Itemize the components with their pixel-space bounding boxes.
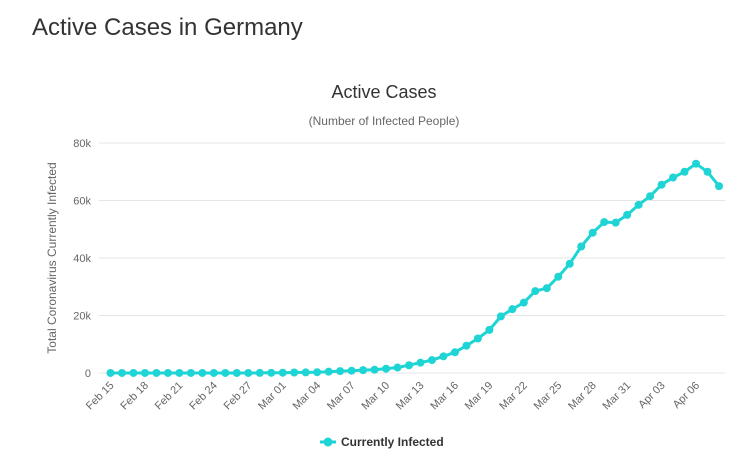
data-point[interactable] [267,368,276,377]
grid-lines [99,142,725,374]
data-point[interactable] [140,368,149,377]
data-point[interactable] [657,180,666,189]
y-tick-label: 60k [73,196,91,208]
x-tick-label: Mar 01 [256,380,289,413]
data-point[interactable] [508,305,517,314]
data-point[interactable] [634,200,643,209]
x-tick-label: Apr 06 [671,380,702,411]
data-point[interactable] [313,368,322,377]
x-tick-label: Feb 21 [153,380,186,413]
data-point[interactable] [485,325,494,334]
data-point[interactable] [255,368,264,377]
data-point[interactable] [278,368,287,377]
y-axis-title: Total Coronavirus Currently Infected [45,162,59,353]
data-point[interactable] [347,366,356,375]
data-point[interactable] [519,298,528,307]
x-tick-label: Feb 15 [84,380,117,413]
data-point[interactable] [600,218,609,227]
data-point[interactable] [186,368,195,377]
data-point[interactable] [669,173,678,182]
data-point[interactable] [623,210,632,219]
data-point[interactable] [301,368,310,377]
x-axis-ticks: Feb 15 Feb 18 Feb 21 Feb 24 Feb 27 Mar 01 Mar … [84,380,702,413]
series-line [109,162,721,375]
y-tick-label: 20k [73,311,91,323]
y-tick-label: 0 [85,368,91,380]
data-point[interactable] [462,341,471,350]
data-point[interactable] [554,272,563,281]
data-point[interactable] [152,368,161,377]
data-point[interactable] [106,368,115,377]
x-tick-label: Mar 16 [428,380,461,413]
x-tick-label: Feb 18 [118,380,151,413]
data-point[interactable] [370,365,379,374]
x-tick-label: Mar 04 [291,380,324,413]
data-point[interactable] [450,348,459,357]
y-tick-label: 80k [73,138,91,150]
data-point[interactable] [324,367,333,376]
data-point[interactable] [221,368,230,377]
data-point[interactable] [427,356,436,365]
data-point[interactable] [680,167,689,176]
legend[interactable]: Currently Infected [320,435,444,449]
data-point[interactable] [588,228,597,237]
data-point[interactable] [531,287,540,296]
data-point[interactable] [577,242,586,251]
data-point[interactable] [336,367,345,376]
data-point[interactable] [198,368,207,377]
chart-subtitle: (Number of Infected People) [309,114,460,128]
data-point[interactable] [117,368,126,377]
x-tick-label: Apr 03 [636,380,667,411]
y-tick-label: 40k [73,253,91,265]
data-point[interactable] [244,368,253,377]
page-title: Active Cases in Germany [32,14,303,41]
x-tick-label: Mar 13 [394,380,427,413]
data-point[interactable] [232,368,241,377]
data-point[interactable] [473,334,482,343]
data-point[interactable] [611,218,620,227]
data-point[interactable] [692,159,701,168]
legend-label-currently-infected: Currently Infected [341,435,444,449]
data-point[interactable] [405,361,414,370]
data-point[interactable] [175,368,184,377]
data-point[interactable] [715,182,723,191]
x-tick-label: Mar 25 [532,380,565,413]
data-point[interactable] [393,363,402,372]
x-tick-label: Feb 24 [187,380,220,413]
data-point[interactable] [496,312,505,321]
y-axis-ticks: 0 20k 40k 60k 80k [73,138,91,380]
data-point[interactable] [359,366,368,375]
legend-dot-marker [323,437,333,447]
x-tick-label: Mar 10 [359,380,392,413]
x-tick-label: Mar 07 [325,380,358,413]
data-point[interactable] [416,358,425,367]
x-tick-label: Feb 27 [222,380,255,413]
x-tick-label: Mar 22 [497,380,530,413]
data-point[interactable] [542,284,551,293]
data-point[interactable] [646,192,655,201]
data-point[interactable] [290,368,299,377]
data-point[interactable] [129,368,138,377]
data-point[interactable] [703,167,712,176]
x-tick-label: Mar 19 [463,380,496,413]
data-point[interactable] [382,364,391,373]
data-point[interactable] [439,352,448,361]
x-tick-label: Mar 31 [601,380,634,413]
chart-title: Active Cases [331,82,436,102]
data-point[interactable] [209,368,218,377]
data-point[interactable] [163,368,172,377]
series-currently-infected[interactable] [106,159,724,377]
data-point[interactable] [565,259,574,268]
x-tick-label: Mar 28 [566,380,599,413]
